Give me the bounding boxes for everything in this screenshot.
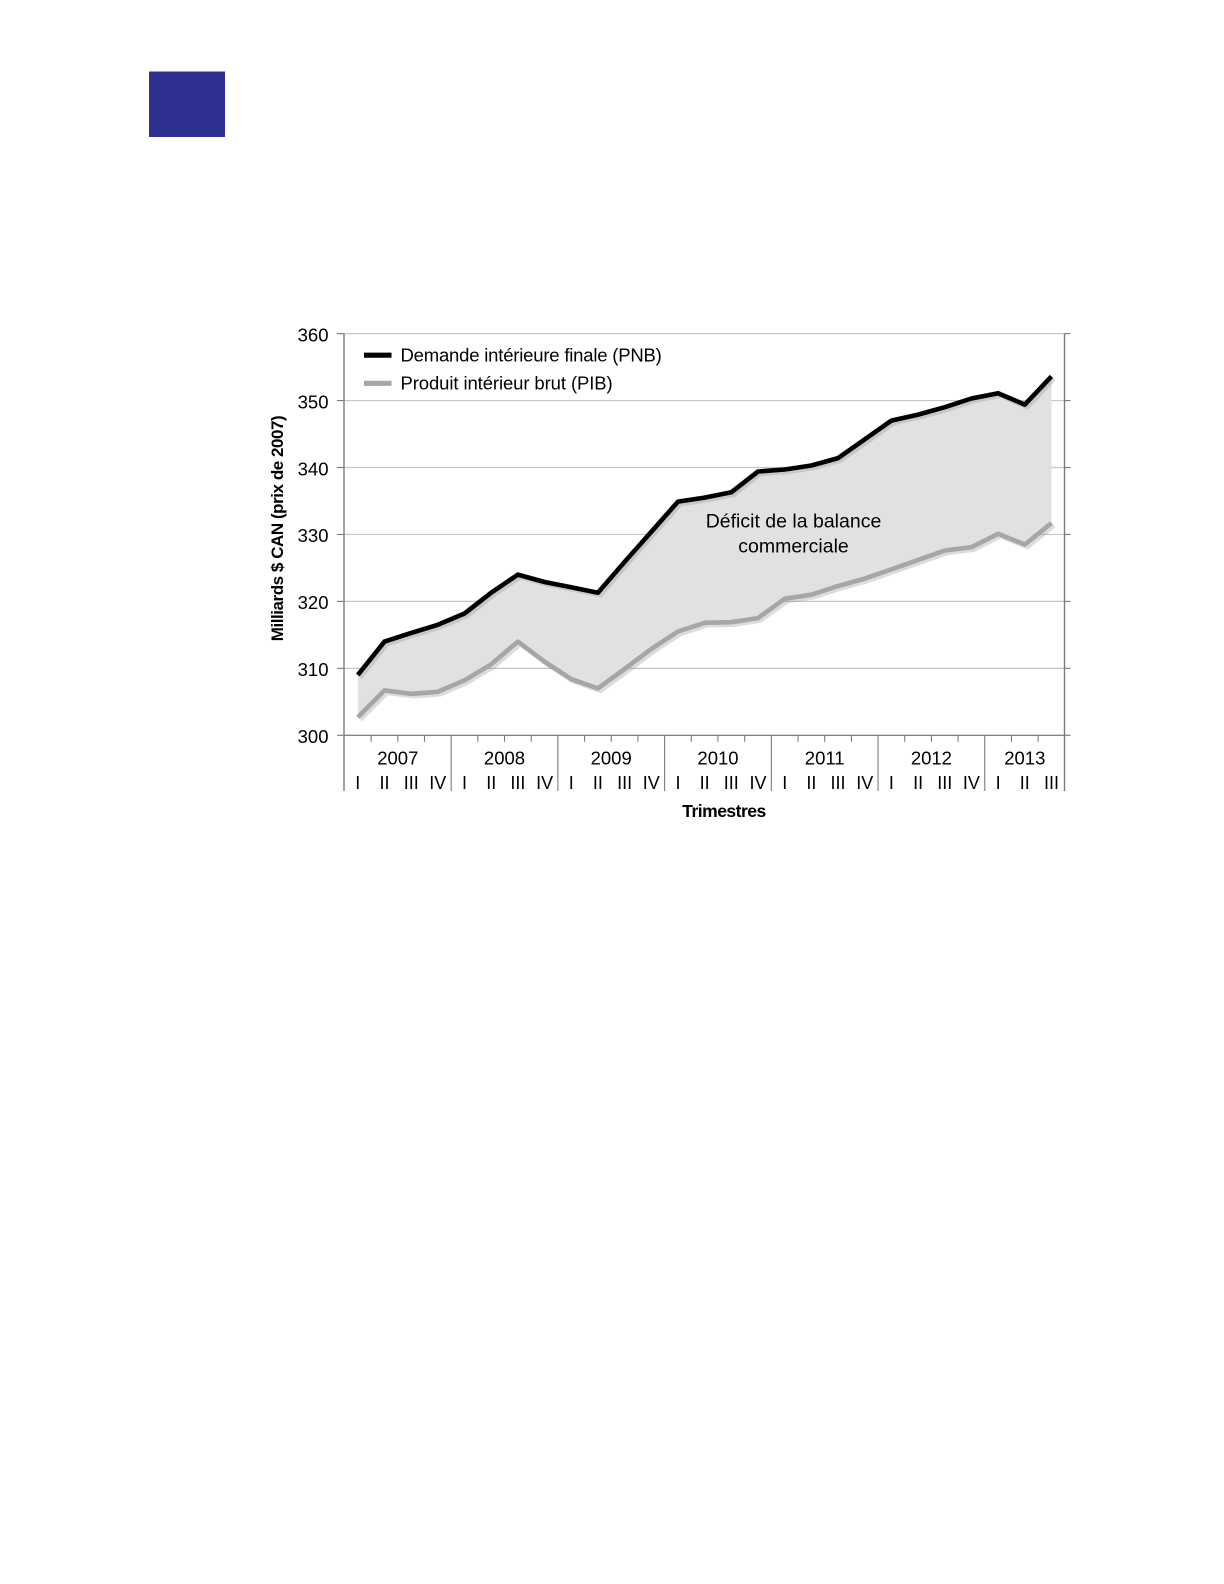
svg-text:320: 320 [298,592,329,613]
svg-text:I: I [889,773,894,793]
svg-text:IV: IV [856,773,873,793]
svg-text:2010: 2010 [697,748,738,769]
svg-text:IV: IV [749,773,766,793]
svg-text:2009: 2009 [591,748,632,769]
svg-text:III: III [510,773,525,793]
svg-text:III: III [724,773,739,793]
svg-text:360: 360 [298,324,329,345]
svg-text:310: 310 [298,659,329,680]
svg-text:330: 330 [298,525,329,546]
svg-text:IV: IV [963,773,980,793]
svg-text:300: 300 [298,726,329,747]
svg-text:III: III [1044,773,1059,793]
svg-text:Milliards $ CAN (prix de 2007): Milliards $ CAN (prix de 2007) [268,416,287,642]
svg-text:I: I [675,773,680,793]
svg-text:Déficit de la balance: Déficit de la balance [706,511,882,533]
svg-text:2007: 2007 [377,748,418,769]
svg-text:2013: 2013 [1004,748,1045,769]
svg-text:commerciale: commerciale [738,536,849,558]
svg-text:III: III [830,773,845,793]
svg-text:340: 340 [298,458,329,479]
svg-text:Demande intérieure finale (PNB: Demande intérieure finale (PNB) [401,345,662,366]
svg-text:Trimestres: Trimestres [682,801,766,821]
svg-text:I: I [569,773,574,793]
svg-text:II: II [1020,773,1030,793]
svg-text:I: I [355,773,360,793]
svg-text:Produit intérieur brut (PIB): Produit intérieur brut (PIB) [401,373,613,394]
svg-text:IV: IV [429,773,446,793]
svg-text:2012: 2012 [911,748,952,769]
svg-text:II: II [486,773,496,793]
svg-text:III: III [937,773,952,793]
svg-text:I: I [462,773,467,793]
svg-text:III: III [404,773,419,793]
svg-text:2008: 2008 [484,748,525,769]
svg-text:350: 350 [298,391,329,412]
svg-text:IV: IV [536,773,553,793]
svg-text:II: II [913,773,923,793]
svg-text:I: I [782,773,787,793]
svg-text:II: II [806,773,816,793]
svg-text:2011: 2011 [805,748,845,769]
svg-text:I: I [996,773,1001,793]
svg-text:II: II [700,773,710,793]
svg-text:III: III [617,773,632,793]
svg-text:IV: IV [643,773,660,793]
svg-text:II: II [593,773,603,793]
svg-text:II: II [379,773,389,793]
